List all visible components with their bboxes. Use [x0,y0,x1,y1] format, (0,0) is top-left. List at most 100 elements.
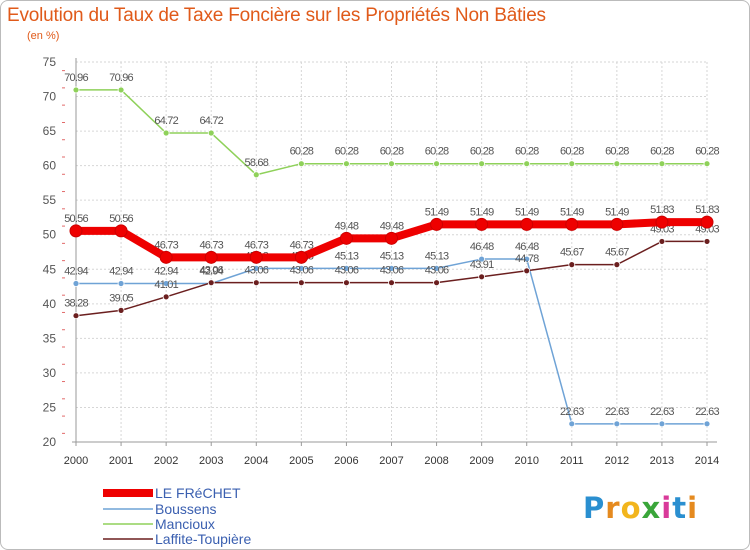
data-label-boussens: 46.48 [470,241,494,253]
data-label-mancioux: 60.28 [380,146,404,158]
data-point-boussens [523,255,531,263]
data-label-le-frechet: 51.49 [515,206,539,218]
data-label-mancioux: 60.28 [470,146,494,158]
y-tick-label: 20 [43,435,57,449]
data-point-boussens [658,420,666,428]
x-tick-label: 2004 [244,455,268,467]
data-point-mancioux [388,160,395,168]
data-label-boussens: 22.63 [650,406,674,418]
data-label-le-frechet: 49.48 [380,220,404,232]
data-point-le-frechet [655,215,669,229]
y-tick-label: 40 [43,297,57,311]
data-point-laffite-toupiere [433,279,440,287]
y-tick-label: 75 [43,55,57,69]
y-tick-label: 70 [43,90,57,104]
logo-letter: i [687,491,699,525]
data-point-le-frechet [610,217,624,231]
data-point-boussens [162,280,170,287]
data-point-laffite-toupiere [478,273,486,281]
data-label-boussens: 45.13 [425,250,449,262]
data-label-le-frechet: 51.49 [560,206,584,218]
data-label-mancioux: 60.28 [515,146,539,158]
data-label-mancioux: 60.28 [695,146,719,158]
data-point-le-frechet [475,217,489,231]
data-point-laffite-toupiere [703,238,711,245]
data-point-laffite-toupiere [523,267,531,275]
y-tick-label: 50 [43,228,57,242]
data-point-laffite-toupiere [658,238,666,245]
x-tick-label: 2011 [560,455,584,467]
data-label-laffite-toupiere: 49.03 [650,223,674,235]
data-label-laffite-toupiere: 43.06 [335,265,359,277]
data-label-boussens: 42.94 [199,266,223,278]
data-point-laffite-toupiere [162,293,170,301]
data-point-mancioux [162,129,170,137]
data-point-le-frechet [204,250,218,264]
legend-label-laffite-toupiere: Laffite-Toupière [155,531,252,547]
data-label-laffite-toupiere: 43.06 [199,265,223,277]
data-label-le-frechet: 51.49 [425,206,449,218]
logo-letter: x [641,491,662,525]
x-tick-label: 2000 [64,455,88,467]
y-tick-label: 35 [43,331,57,345]
data-label-mancioux: 60.28 [650,146,674,158]
x-tick-label: 2012 [605,455,629,467]
data-label-laffite-toupiere: 39.05 [109,292,133,304]
data-point-le-frechet [294,250,308,264]
legend-label-boussens: Boussens [155,501,217,517]
data-label-le-frechet: 50.56 [64,213,88,225]
data-point-boussens [703,420,711,428]
data-point-le-frechet [520,217,534,231]
data-label-boussens: 42.94 [109,266,133,278]
data-label-laffite-toupiere: 49.03 [695,223,719,235]
data-label-laffite-toupiere: 43.06 [245,265,269,277]
data-point-le-frechet [69,224,83,238]
data-point-mancioux [433,160,440,168]
data-label-mancioux: 60.28 [605,146,629,158]
data-label-laffite-toupiere: 41.01 [154,279,178,291]
data-point-le-frechet [385,231,398,245]
data-point-boussens [343,264,350,272]
y-tick-label: 30 [43,366,57,380]
data-point-boussens [433,264,440,272]
data-point-mancioux [478,160,486,168]
x-tick-label: 2005 [289,455,313,467]
data-label-laffite-toupiere: 45.67 [605,247,629,259]
data-point-boussens [297,264,305,272]
data-point-mancioux [568,160,576,168]
data-point-laffite-toupiere [343,279,350,287]
logo-letter: o [620,491,642,525]
data-point-boussens [478,255,486,263]
data-point-laffite-toupiere [72,312,80,320]
data-label-mancioux: 60.28 [335,146,359,158]
data-label-mancioux: 60.28 [425,146,449,158]
logo-letter: t [672,491,688,525]
y-tick-label: 60 [43,159,57,173]
data-point-laffite-toupiere [388,279,395,287]
data-point-boussens [252,264,260,272]
y-tick-label: 55 [43,193,57,207]
y-tick-label: 25 [43,400,57,414]
data-label-boussens: 46.48 [515,241,539,253]
data-point-laffite-toupiere [207,279,215,287]
data-point-mancioux [343,160,350,168]
data-point-boussens [613,420,621,428]
logo-letter: i [661,491,673,525]
data-point-mancioux [297,160,305,168]
y-tick-label: 45 [43,262,57,276]
data-label-laffite-toupiere: 43.06 [290,265,314,277]
data-label-le-frechet: 51.49 [605,206,629,218]
legend-label-le-frechet: LE FRéCHET [155,485,241,501]
data-label-laffite-toupiere: 38.28 [64,298,88,310]
x-tick-label: 2009 [469,455,493,467]
data-label-mancioux: 60.28 [290,146,314,158]
data-label-le-frechet: 46.73 [245,239,269,251]
logo-letter: P [583,491,606,525]
data-label-boussens: 45.13 [335,250,359,262]
data-label-boussens: 22.63 [605,406,629,418]
x-tick-label: 2010 [514,455,538,467]
data-label-le-frechet: 46.73 [154,239,178,251]
data-label-le-frechet: 46.73 [199,239,223,251]
